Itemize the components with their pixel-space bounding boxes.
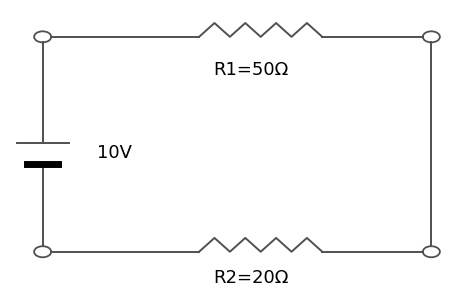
- Text: R1=50Ω: R1=50Ω: [214, 61, 289, 80]
- Text: 10V: 10V: [97, 145, 132, 162]
- Text: R2=20Ω: R2=20Ω: [213, 269, 289, 287]
